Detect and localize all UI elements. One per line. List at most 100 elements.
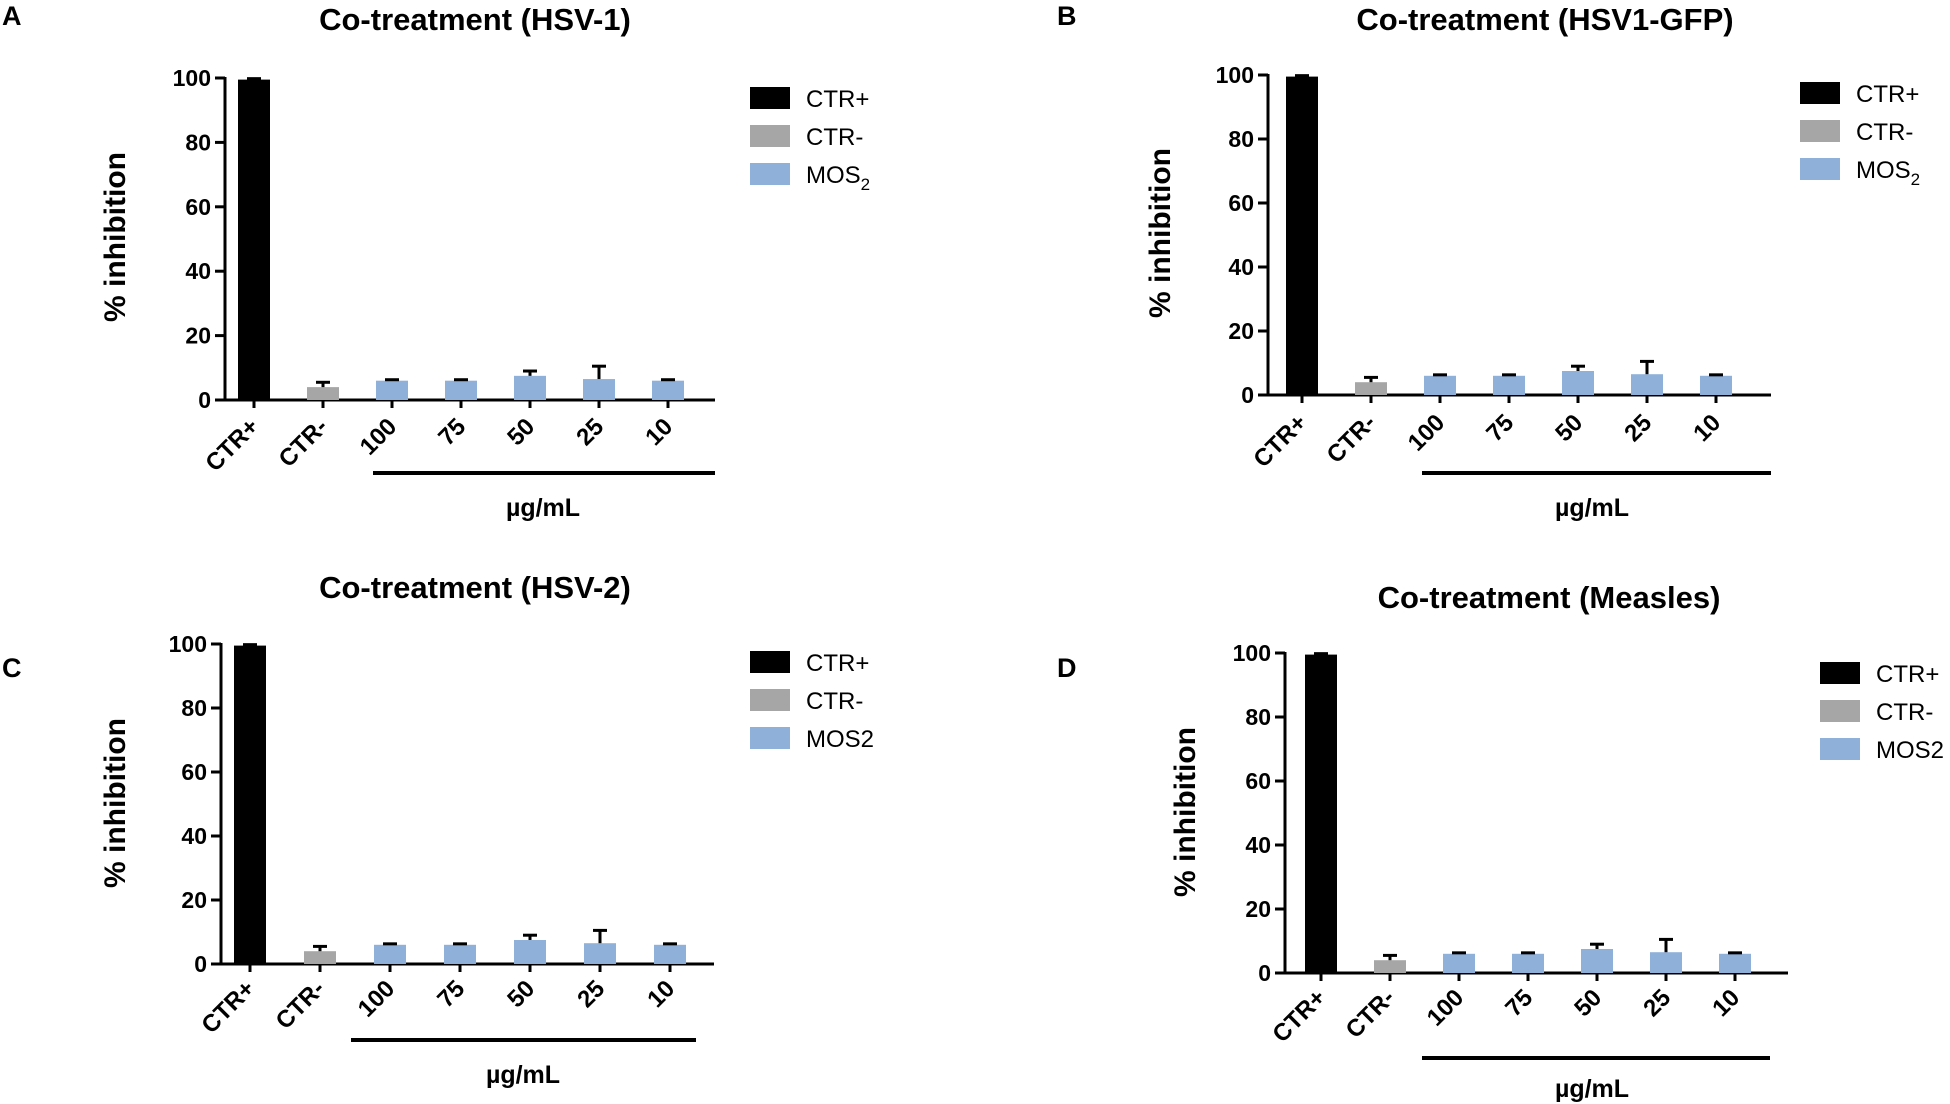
- y-tick-label: 0: [1241, 382, 1254, 408]
- y-tick-label: 20: [1245, 896, 1271, 922]
- y-tick-label: 80: [1228, 126, 1254, 152]
- y-axis-label: % inhibition: [99, 152, 132, 322]
- legend-label-mos2: MOS2: [806, 726, 874, 753]
- y-axis-label: % inhibition: [1144, 148, 1177, 318]
- legend-label-mos2: MOS2: [806, 162, 870, 194]
- legend-label-ctr+: CTR+: [806, 86, 869, 113]
- bar-75: [1512, 953, 1544, 973]
- x-axis-unit-label: µg/mL: [1555, 1075, 1629, 1103]
- y-tick-label: 60: [185, 194, 211, 220]
- legend-label-mos2: MOS2: [1876, 737, 1944, 764]
- x-tick-label: 50: [502, 975, 540, 1013]
- x-tick-label: CTR+: [1267, 984, 1331, 1048]
- legend-swatch-ctr-: [750, 689, 790, 711]
- legend-label-mos2: MOS2: [1856, 157, 1920, 189]
- x-tick-label: 25: [572, 975, 610, 1013]
- panel-letter: B: [1057, 1, 1077, 31]
- y-tick-label: 0: [1258, 960, 1271, 986]
- y-tick-label: 20: [1228, 318, 1254, 344]
- legend-label-ctr+: CTR+: [1856, 81, 1919, 108]
- legend-label-subscript: 2: [861, 175, 870, 194]
- x-tick-label: 50: [1550, 409, 1588, 447]
- bar-25: [1650, 952, 1682, 973]
- bar-100: [1424, 375, 1456, 395]
- panel-letter: C: [2, 653, 22, 683]
- y-tick-label: 60: [181, 759, 207, 785]
- legend-swatch-ctr+: [750, 87, 790, 109]
- panel-letter: D: [1057, 653, 1077, 683]
- legend-swatch-mos2: [750, 727, 790, 749]
- x-tick-label: 100: [1422, 984, 1469, 1031]
- bar-75: [445, 380, 477, 400]
- chart-title: Co-treatment (HSV1-GFP): [1356, 2, 1733, 37]
- bar-100: [374, 944, 406, 964]
- legend-swatch-mos2: [750, 163, 790, 185]
- legend-label-text: CTR-: [806, 688, 863, 715]
- chart-panel-c: C Co-treatment (HSV-2) % inhibition 0 20 40 60…: [2, 570, 874, 1089]
- legend-swatch-ctr-: [750, 125, 790, 147]
- x-tick-label: 10: [640, 413, 678, 451]
- x-axis-unit-label: µg/mL: [1555, 494, 1629, 522]
- legend-swatch-ctr+: [750, 651, 790, 673]
- bar-75: [1493, 375, 1525, 395]
- legend-swatch-ctr-: [1820, 700, 1860, 722]
- x-axis-unit-label: µg/mL: [486, 1061, 560, 1089]
- bar-CTR+: [238, 79, 270, 401]
- legend-label-text: CTR-: [806, 124, 863, 151]
- x-tick-label: 50: [1569, 984, 1607, 1022]
- legend-label-text: CTR+: [1856, 81, 1919, 108]
- bar-50: [514, 375, 546, 400]
- legend-label-text: CTR+: [806, 650, 869, 677]
- bar-CTR-: [1374, 960, 1406, 973]
- bar-10: [654, 944, 686, 964]
- legend-swatch-mos2: [1820, 738, 1860, 760]
- y-tick-label: 40: [1245, 832, 1271, 858]
- y-tick-label: 20: [181, 887, 207, 913]
- legend-label-text: CTR-: [1856, 119, 1913, 146]
- chart-title: Co-treatment (HSV-2): [319, 570, 631, 605]
- bar-50: [514, 940, 546, 964]
- y-axis-label: % inhibition: [99, 718, 132, 888]
- y-tick-label: 80: [181, 695, 207, 721]
- x-tick-label: 25: [1619, 409, 1657, 447]
- y-tick-label: 40: [181, 823, 207, 849]
- bar-10: [652, 380, 684, 400]
- x-tick-label: CTR-: [274, 413, 334, 473]
- x-tick-label: 25: [1638, 984, 1676, 1022]
- bar-25: [583, 379, 615, 400]
- x-tick-label: 75: [1500, 984, 1538, 1022]
- legend-label-text: CTR+: [806, 86, 869, 113]
- chart-title: Co-treatment (Measles): [1378, 580, 1721, 615]
- x-tick-label: CTR-: [271, 975, 331, 1035]
- y-tick-label: 60: [1228, 190, 1254, 216]
- y-tick-label: 100: [1233, 640, 1271, 666]
- y-tick-label: 100: [1216, 62, 1254, 88]
- legend-swatch-ctr+: [1800, 82, 1840, 104]
- x-axis-unit-label: µg/mL: [506, 494, 580, 522]
- legend-label-ctr-: CTR-: [806, 124, 863, 151]
- chart-panel-b: B Co-treatment (HSV1-GFP) % inhibition 0 20 4…: [1057, 1, 1920, 522]
- x-tick-label: CTR-: [1322, 409, 1382, 469]
- y-tick-label: 80: [1245, 704, 1271, 730]
- bar-CTR-: [1355, 382, 1387, 395]
- y-tick-label: 0: [198, 387, 211, 413]
- x-tick-label: CTR+: [196, 975, 260, 1039]
- y-axis-label: % inhibition: [1169, 727, 1202, 897]
- legend-label-text: MOS: [1856, 157, 1911, 184]
- legend-label-subscript: 2: [1911, 170, 1920, 189]
- legend-label-text: CTR-: [1876, 699, 1933, 726]
- y-tick-label: 0: [194, 951, 207, 977]
- x-tick-label: 50: [502, 413, 540, 451]
- x-tick-label: CTR+: [200, 413, 264, 477]
- x-tick-label: 10: [1707, 984, 1745, 1022]
- bar-100: [1443, 953, 1475, 973]
- x-tick-label: 100: [355, 413, 402, 460]
- chart-title: Co-treatment (HSV-1): [319, 2, 631, 37]
- y-tick-label: 20: [185, 323, 211, 349]
- legend-label-ctr+: CTR+: [1876, 661, 1939, 688]
- y-tick-label: 40: [1228, 254, 1254, 280]
- y-tick-label: 100: [173, 65, 211, 91]
- bar-100: [376, 380, 408, 400]
- x-tick-label: CTR+: [1248, 409, 1312, 473]
